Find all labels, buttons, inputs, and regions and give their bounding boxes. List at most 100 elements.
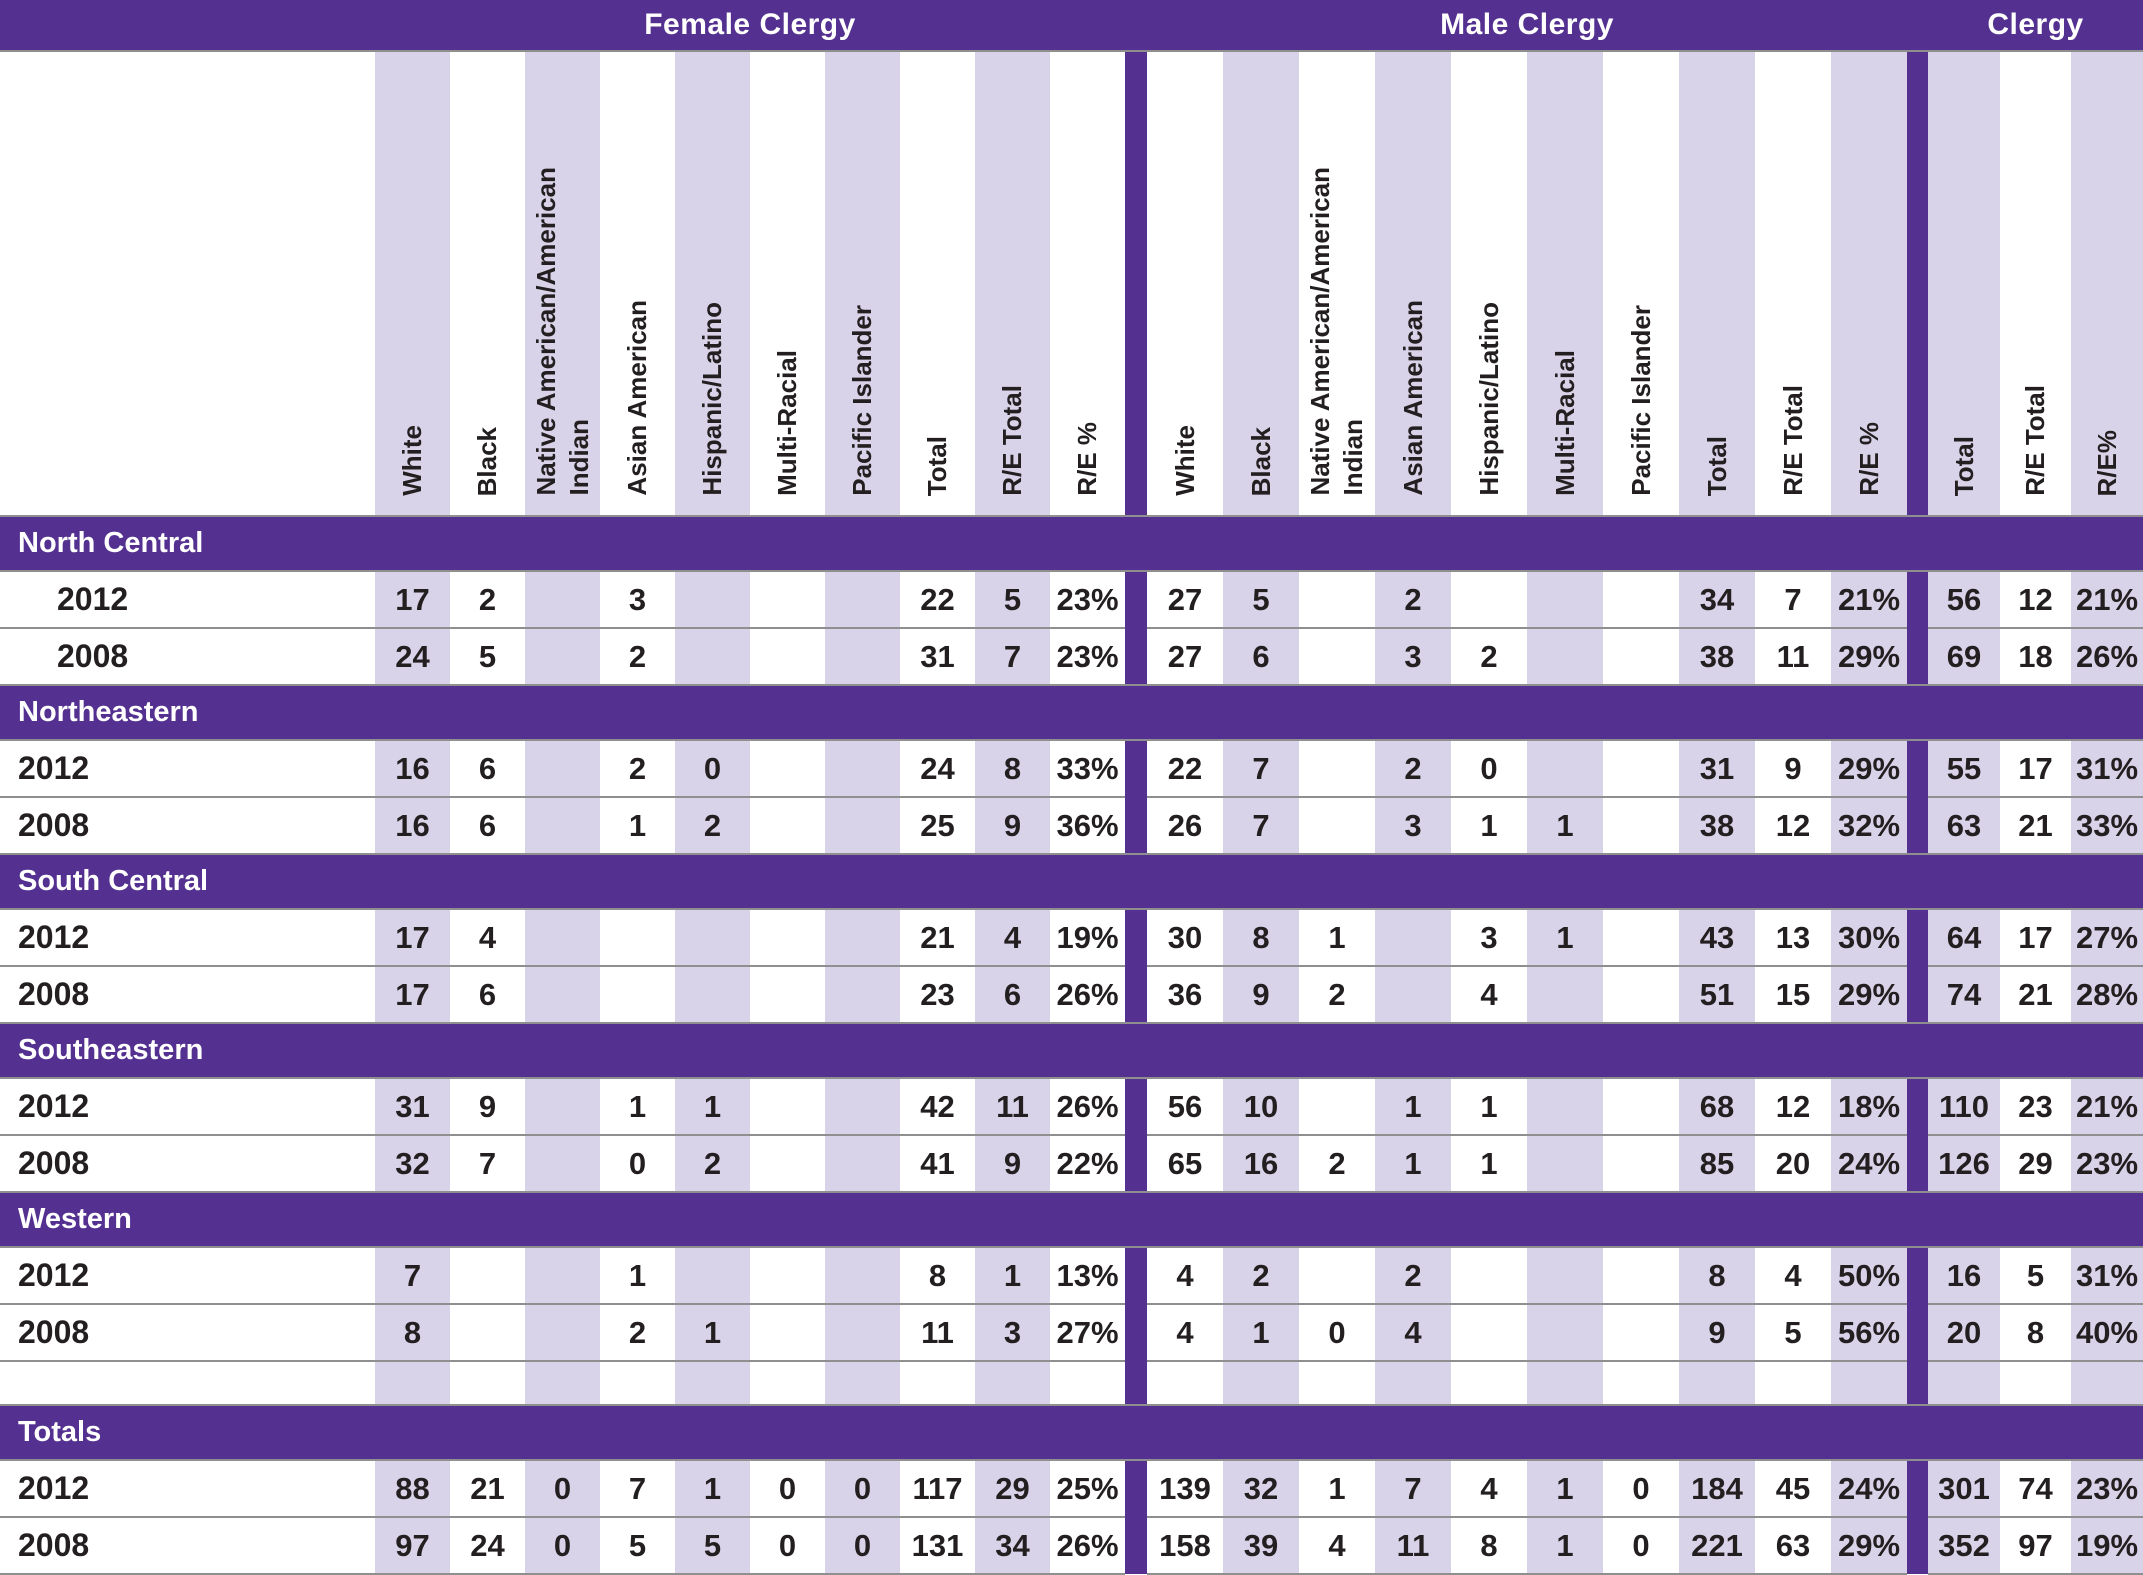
female-value-cell: 7 <box>600 1460 675 1518</box>
male-value-cell: 29% <box>1831 740 1908 798</box>
male-value-cell <box>1527 1247 1604 1305</box>
female-value-cell <box>750 571 825 629</box>
spacer-cell <box>900 1361 975 1406</box>
female-value-cell: 2 <box>600 1304 675 1362</box>
section-divider <box>1907 909 1929 966</box>
female-value-cell: 1 <box>975 1247 1050 1305</box>
male-value-cell <box>1527 1078 1604 1136</box>
female-value-cell: 8 <box>900 1247 975 1305</box>
female-value-cell: 6 <box>450 740 525 798</box>
male-value-cell: 38 <box>1679 797 1756 855</box>
clergy-total-cell: 23 <box>2000 1078 2072 1136</box>
male-value-cell: 1 <box>1527 909 1604 967</box>
section-divider <box>1125 1247 1148 1304</box>
male-value-cell: 3 <box>1451 909 1528 967</box>
male-value-cell: 0 <box>1299 1304 1376 1362</box>
spacer-cell <box>1755 1361 1832 1406</box>
section-divider <box>1125 1460 1148 1517</box>
clergy-total-cell: 29 <box>2000 1135 2072 1193</box>
clergy-total-cell: 21 <box>2000 797 2072 855</box>
female-value-cell <box>675 571 750 629</box>
male-value-cell: 1 <box>1451 797 1528 855</box>
spacer-cell <box>1527 1361 1604 1406</box>
female-value-cell: 36% <box>1050 797 1126 855</box>
column-header-female: White <box>375 51 450 516</box>
male-value-cell <box>1603 1247 1680 1305</box>
female-value-cell: 23 <box>900 966 975 1024</box>
female-value-cell <box>675 966 750 1024</box>
male-value-cell: 31 <box>1679 740 1756 798</box>
male-value-cell: 20 <box>1755 1135 1832 1193</box>
female-value-cell: 42 <box>900 1078 975 1136</box>
male-value-cell: 29% <box>1831 1517 1908 1575</box>
male-value-cell: 27 <box>1147 628 1224 686</box>
column-header-label: Black <box>472 426 502 496</box>
female-value-cell <box>825 1078 900 1136</box>
female-value-cell <box>525 966 600 1024</box>
year-label: 2012 <box>0 1460 375 1518</box>
male-value-cell: 2 <box>1223 1247 1300 1305</box>
data-row: 2012 88 21 0 7 1 0 0 117 29 25% 139 32 1 7 4 1 0 184 45 24% 3… <box>0 1460 2143 1518</box>
female-value-cell <box>825 571 900 629</box>
male-value-cell <box>1299 571 1376 629</box>
region-band-label: North Central <box>0 515 2143 572</box>
clergy-total-cell: 12 <box>2000 571 2072 629</box>
column-header-female: Native American/American Indian <box>525 51 600 516</box>
female-value-cell <box>825 628 900 686</box>
region-band-row: Totals <box>0 1404 2143 1461</box>
clergy-total-cell: 56 <box>1928 571 2001 629</box>
male-value-cell: 43 <box>1679 909 1756 967</box>
section-divider <box>1907 51 1929 516</box>
male-value-cell: 2 <box>1299 966 1376 1024</box>
row-label-header-spacer <box>0 51 375 516</box>
female-value-cell: 1 <box>675 1078 750 1136</box>
column-header-female: Total <box>900 51 975 516</box>
female-value-cell: 25 <box>900 797 975 855</box>
male-value-cell: 10 <box>1223 1078 1300 1136</box>
male-value-cell: 16 <box>1223 1135 1300 1193</box>
section-divider <box>1125 1078 1148 1135</box>
column-header-label: White <box>397 425 427 496</box>
male-value-cell: 1 <box>1527 1517 1604 1575</box>
section-divider <box>1907 0 1929 52</box>
male-value-cell: 45 <box>1755 1460 1832 1518</box>
female-value-cell <box>750 797 825 855</box>
spacer-cell <box>2071 1361 2143 1406</box>
female-value-cell: 3 <box>975 1304 1050 1362</box>
year-label: 2008 <box>0 628 375 686</box>
column-header-label: R/E % <box>1072 422 1103 496</box>
female-value-cell: 16 <box>375 797 450 855</box>
male-value-cell <box>1299 797 1376 855</box>
male-value-cell: 30% <box>1831 909 1908 967</box>
year-label: 2008 <box>0 1517 375 1575</box>
male-value-cell <box>1603 571 1680 629</box>
female-value-cell: 9 <box>975 797 1050 855</box>
male-value-cell: 4 <box>1451 966 1528 1024</box>
male-value-cell <box>1451 1304 1528 1362</box>
female-value-cell: 7 <box>450 1135 525 1193</box>
female-value-cell <box>825 1247 900 1305</box>
female-value-cell <box>825 1304 900 1362</box>
female-value-cell <box>675 909 750 967</box>
female-value-cell <box>750 740 825 798</box>
female-value-cell: 6 <box>450 797 525 855</box>
male-value-cell <box>1527 1135 1604 1193</box>
male-value-cell: 4 <box>1451 1460 1528 1518</box>
female-value-cell: 22 <box>900 571 975 629</box>
spacer-cell <box>450 1361 525 1406</box>
female-value-cell: 0 <box>750 1517 825 1575</box>
female-value-cell: 17 <box>375 966 450 1024</box>
female-value-cell <box>675 628 750 686</box>
female-value-cell: 2 <box>675 797 750 855</box>
male-value-cell: 4 <box>1299 1517 1376 1575</box>
section-band-row: Female Clergy Male Clergy Clergy <box>0 0 2143 52</box>
female-value-cell: 33% <box>1050 740 1126 798</box>
male-value-cell: 2 <box>1451 628 1528 686</box>
section-divider <box>1907 628 1929 685</box>
male-value-cell: 51 <box>1679 966 1756 1024</box>
female-value-cell: 24 <box>450 1517 525 1575</box>
female-value-cell <box>825 909 900 967</box>
column-header-clergy: R/E% <box>2071 51 2143 516</box>
region-band-label: Totals <box>0 1404 2143 1461</box>
female-value-cell: 17 <box>375 909 450 967</box>
